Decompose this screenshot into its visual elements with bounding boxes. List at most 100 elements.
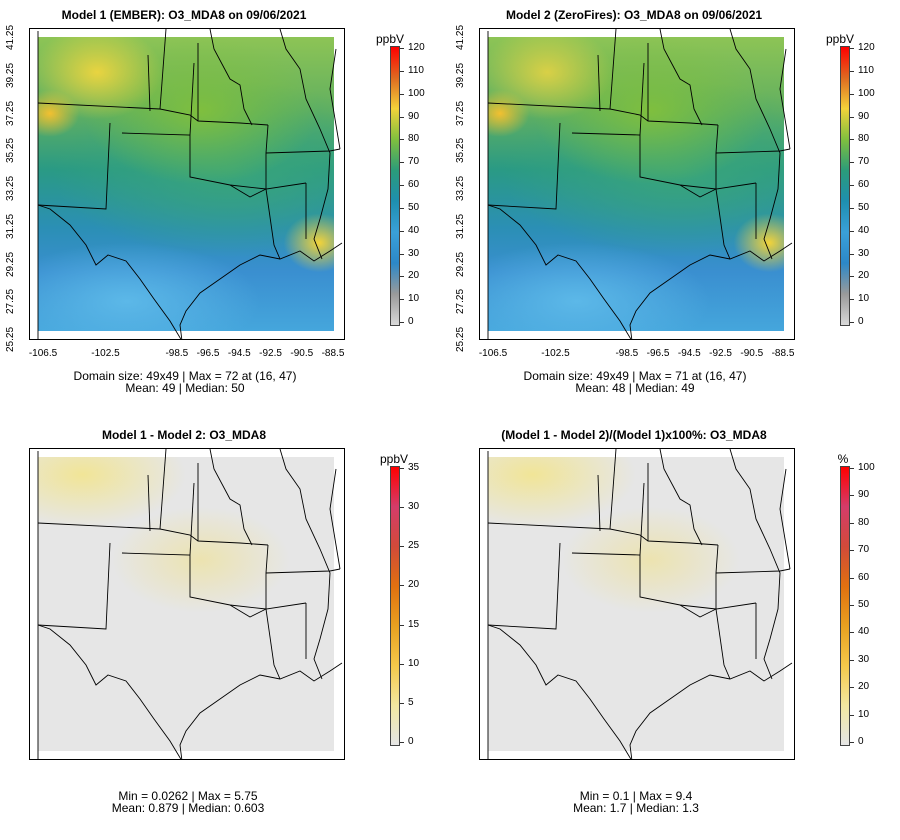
state-boundary-line (265, 124, 269, 189)
chart-title: Model 1 (EMBER): O3_MDA8 on 09/06/2021 (61, 8, 307, 22)
state-boundary-line (189, 62, 195, 136)
colorbar-tick-mark (850, 495, 854, 497)
colorbar-unit: ppbV (375, 32, 405, 46)
x-tick-label: -92.5 (259, 348, 282, 359)
colorbar-tick-mark (850, 577, 854, 579)
state-boundary-line (159, 29, 167, 110)
colorbar-tick-label: 30 (858, 247, 870, 259)
map-frame (29, 28, 345, 340)
state-boundary-line (597, 474, 601, 532)
state-boundary-line (659, 29, 703, 126)
colorbar-tick-mark (850, 93, 854, 95)
state-boundary-line (609, 29, 617, 110)
colorbar-tick-label: 50 (408, 201, 420, 213)
colorbar-tick-label: 100 (858, 87, 875, 99)
colorbar-tick-label: 10 (858, 708, 870, 720)
colorbar-tick-label: 30 (858, 653, 870, 665)
state-boundary-line (487, 522, 719, 546)
state-boundary-line (729, 449, 781, 680)
colorbar-tick-label: 80 (858, 516, 870, 528)
x-tick-label: -96.5 (646, 348, 670, 359)
x-tick-label: -94.5 (677, 348, 701, 359)
colorbar-tick-label: 0 (858, 736, 864, 747)
state-boundary-line (629, 662, 793, 759)
colorbar-tick-mark (400, 702, 404, 704)
colorbar-tick-label: 50 (858, 599, 870, 610)
state-boundary-line (37, 204, 182, 339)
state-boundary-line (159, 449, 167, 530)
colorbar-tick-mark (850, 742, 854, 743)
colorbar-tick-mark (400, 299, 404, 301)
colorbar-tick-label: 90 (858, 110, 870, 122)
x-tick-label: -94.5 (227, 348, 251, 359)
y-tick-label: 41.25 (455, 24, 466, 50)
state-boundary-line (639, 62, 645, 136)
colorbar-tick-mark (400, 93, 404, 95)
x-tick-label: -98.5 (615, 348, 639, 359)
colorbar-tick-label: 100 (408, 87, 425, 99)
colorbar-tick-label: 60 (858, 179, 870, 190)
colorbar-tick-mark (850, 605, 854, 606)
colorbar-tick-mark (400, 663, 404, 665)
colorbar-tick-mark (400, 162, 404, 164)
colorbar-tick-mark (850, 522, 854, 524)
colorbar-tick-label: 20 (408, 579, 420, 591)
colorbar-tick-mark (850, 659, 854, 661)
colorbar-tick-mark (850, 550, 854, 552)
stats-line-1: Domain size: 49x49 | Max = 72 at (16, 47… (73, 369, 297, 383)
colorbar-tick-mark (850, 253, 854, 255)
y-tick-label: 27.25 (455, 289, 466, 315)
colorbar-tick-label: 0 (408, 316, 414, 327)
state-boundary-line (487, 102, 719, 126)
colorbar (390, 466, 400, 746)
colorbar-tick-mark (400, 322, 404, 323)
state-boundary-line (715, 188, 731, 260)
state-boundary-line (265, 544, 269, 609)
colorbar-tick-mark (400, 185, 404, 186)
state-boundary-line (37, 542, 111, 630)
colorbar-tick-mark (850, 139, 854, 141)
colorbar-tick-label: 60 (408, 179, 420, 190)
colorbar-tick-mark (400, 468, 404, 469)
colorbar-tick-mark (400, 207, 404, 209)
x-tick-label: -88.5 (771, 348, 795, 359)
y-tick-label: 33.25 (455, 175, 466, 201)
heatmap-field (38, 37, 334, 331)
state-boundary-line (279, 29, 331, 260)
colorbar-tick-mark (850, 162, 854, 164)
stats-line-1: Domain size: 49x49 | Max = 71 at (16, 47… (523, 369, 747, 383)
state-boundary-line (597, 54, 601, 112)
colorbar-tick-label: 20 (858, 270, 870, 282)
state-boundary-line (209, 29, 253, 126)
y-tick-label: 25.25 (455, 326, 466, 352)
y-tick-label: 31.25 (5, 213, 16, 239)
colorbar-tick-label: 70 (858, 544, 870, 556)
colorbar-tick-mark (400, 139, 404, 141)
colorbar-tick-label: 110 (408, 64, 424, 76)
colorbar-tick-mark (850, 468, 854, 469)
state-boundary-line (209, 449, 253, 546)
state-boundary-line (715, 148, 791, 154)
map-frame (479, 448, 795, 760)
colorbar-tick-label: 0 (408, 736, 414, 747)
state-boundary-line (121, 132, 267, 190)
colorbar-unit: ppbV (379, 452, 409, 466)
state-boundary-line (715, 568, 791, 574)
colorbar-tick-mark (400, 507, 404, 509)
chart-title: Model 1 - Model 2: O3_MDA8 (101, 428, 267, 442)
x-tick-label: -90.5 (290, 348, 314, 359)
state-boundaries (487, 449, 793, 759)
colorbar-tick-mark (850, 185, 854, 186)
y-tick-label: 35.25 (455, 138, 466, 164)
heatmap-field (38, 457, 334, 751)
colorbar-tick-label: 110 (858, 64, 874, 76)
state-boundary-line (179, 242, 343, 339)
y-tick-label: 25.25 (5, 326, 16, 352)
state-boundary-line (639, 482, 645, 556)
state-boundary-line (729, 29, 781, 260)
stats-line-2: Mean: 0.879 | Median: 0.603 (111, 801, 265, 815)
state-boundary-line (265, 608, 281, 680)
colorbar-tick-mark (400, 253, 404, 255)
state-boundary-line (37, 624, 182, 759)
colorbar-tick-label: 10 (408, 293, 420, 305)
